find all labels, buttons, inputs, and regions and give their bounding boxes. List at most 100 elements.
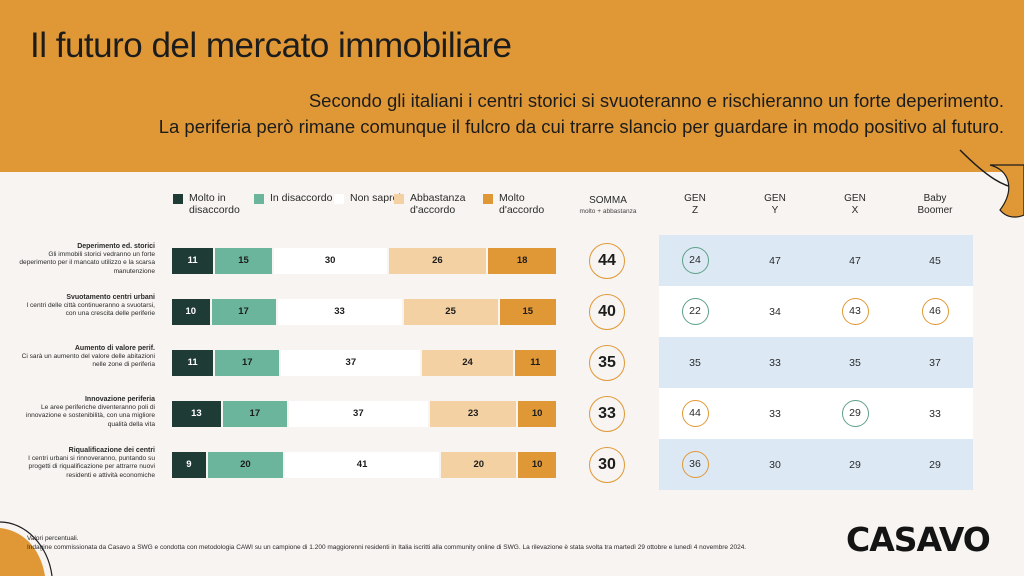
generation-value: 33 [769,407,781,420]
bar-segment: 30 [273,247,387,274]
legend-item: Molto in disaccordo [173,192,259,216]
generation-value: 46 [921,298,949,325]
legend-item: Molto d'accordo [483,192,569,216]
bar-segment: 37 [281,349,421,376]
subtitle-line-1: Secondo gli italiani i centri storici si… [308,90,1004,111]
header-band: Il futuro del mercato immobiliare Second… [0,0,1024,172]
legend-label: Non saprei [350,192,401,204]
row-description: Innovazione periferia Le aree periferiche… [18,396,155,429]
page-subtitle: Secondo gli italiani i centri storici si… [159,88,1004,140]
somma-value: 30 [589,446,625,483]
legend-label: Molto in disaccordo [189,192,240,216]
row-title: Deperimento ed. storici [77,243,155,250]
footnote-line-2: Indagine commissionata da Casavo a SWG e… [27,544,747,551]
row-description: Riqualificazione dei centri I centri urba… [18,447,155,480]
footnote: Valori percentuali. Indagine commissiona… [27,534,746,552]
legend-swatch [483,194,493,204]
row-text: I centri delle città continueranno a svu… [26,302,155,318]
row-title: Svuotamento centri urbani [66,294,155,301]
bar-segment: 26 [388,247,487,274]
row-title: Innovazione periferia [84,396,155,403]
generation-value: 24 [681,247,709,274]
somma-value: 40 [589,293,625,330]
generation-value: 47 [769,254,781,267]
bar-segment: 13 [172,400,221,427]
stacked-bar: 11 17 37 24 11 [172,349,556,376]
somma-value: 35 [589,344,625,381]
legend-swatch [173,194,183,204]
row-description: Svuotamento centri urbani I centri delle … [18,294,155,319]
generation-row-band [659,235,973,286]
page-title: Il futuro del mercato immobiliare [30,26,512,65]
casavo-logo: CASAVO [846,520,991,559]
generation-value: 29 [841,400,869,427]
bar-segment: 11 [514,349,556,376]
bar-segment: 10 [172,298,210,325]
generation-header: GEN X [844,193,866,216]
bar-segment: 10 [518,451,556,478]
bar-segment: 20 [207,451,284,478]
bar-segment: 17 [222,400,287,427]
generation-value: 45 [929,254,941,267]
generation-row-band [659,388,973,439]
row-text: Gli immobili storici vedranno un forte d… [19,251,155,275]
row-description: Aumento di valore perif. Ci sarà un aumen… [18,345,155,370]
stacked-bar: 10 17 33 25 15 [172,298,556,325]
bar-segment: 11 [172,247,214,274]
generation-value: 34 [769,305,781,318]
generation-header: GEN Y [764,193,786,216]
generation-value: 37 [929,356,941,369]
legend-item: In disaccordo [254,192,340,204]
bar-segment: 37 [288,400,428,427]
legend-label: Molto d'accordo [499,192,545,216]
bar-segment: 17 [211,298,276,325]
legend: Molto in disaccordo In disaccordo Non sapr… [0,192,1024,222]
bar-segment: 23 [429,400,517,427]
generation-value: 35 [689,356,701,369]
generation-value: 47 [849,254,861,267]
legend-swatch [254,194,264,204]
somma-value: 33 [589,395,625,432]
generation-header: Baby Boomer [917,193,953,216]
row-text: Le aree periferiche diventeranno poli di… [25,404,155,428]
somma-header: SOMMA molto + abbastanza [570,195,646,215]
bar-segment: 18 [488,247,556,274]
legend-label: In disaccordo [270,192,333,204]
generation-value: 33 [929,407,941,420]
bar-segment: 15 [215,247,272,274]
generation-value: 35 [849,356,861,369]
stacked-bar: 11 15 30 26 18 [172,247,556,274]
legend-swatch [334,194,344,204]
bar-segment: 33 [277,298,402,325]
bar-segment: 24 [422,349,513,376]
generation-header: GEN Z [684,193,706,216]
legend-swatch [394,194,404,204]
bar-segment: 41 [285,451,440,478]
somma-title: SOMMA [589,195,627,206]
generation-value: 43 [841,298,869,325]
generation-value: 29 [929,458,941,471]
row-title: Riqualificazione dei centri [68,447,155,454]
somma-value: 44 [589,242,625,279]
generation-value: 22 [681,298,709,325]
generation-value: 30 [769,458,781,471]
bar-segment: 9 [172,451,206,478]
generation-row-band [659,439,973,490]
legend-item: Non saprei [334,192,420,204]
generation-value: 33 [769,356,781,369]
stacked-bar: 13 17 37 23 10 [172,400,556,427]
bar-segment: 17 [215,349,280,376]
generation-value: 36 [681,451,709,478]
generation-value: 29 [849,458,861,471]
bar-segment: 20 [441,451,517,478]
bar-segment: 11 [172,349,214,376]
row-title: Aumento di valore perif. [74,345,155,352]
generation-row-band [659,337,973,388]
subtitle-line-2: La periferia però rimane comunque il ful… [158,116,1004,137]
generation-value: 44 [681,400,709,427]
stacked-bar: 9 20 41 20 10 [172,451,556,478]
bar-segment: 10 [518,400,556,427]
row-description: Deperimento ed. storici Gli immobili stor… [18,243,155,276]
footnote-line-1: Valori percentuali. [27,535,79,542]
legend-label: Abbastanza d'accordo [410,192,466,216]
